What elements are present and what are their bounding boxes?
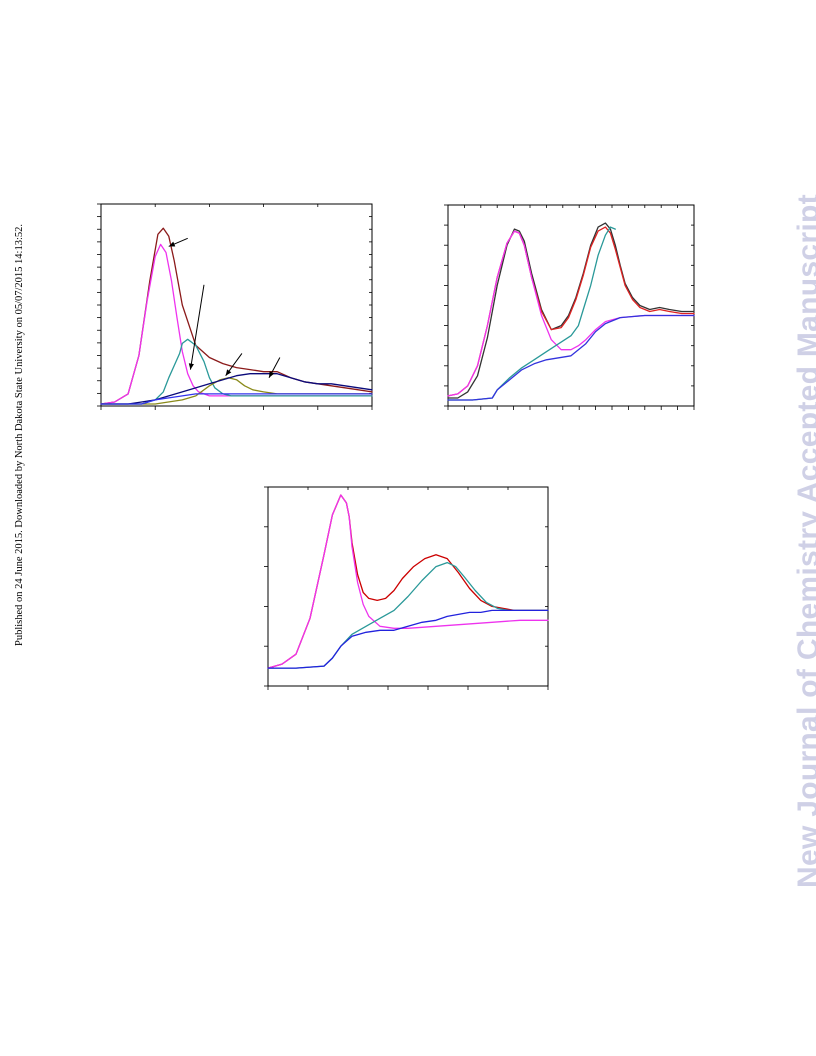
series-line-3 <box>447 230 695 397</box>
series-line-2 <box>447 226 695 397</box>
chart-top-left <box>97 203 373 410</box>
plot-frame <box>267 486 549 687</box>
series-line-5 <box>100 373 373 405</box>
series-line-4 <box>100 377 373 405</box>
download-notice: Published on 24 June 2015. Downloaded by… <box>14 223 25 646</box>
series-line-5 <box>447 314 695 401</box>
series-line-1 <box>100 227 373 405</box>
series-line-6 <box>100 393 373 405</box>
chart-bottom <box>264 486 549 690</box>
journal-watermark: New Journal of Chemistry Accepted Manusc… <box>792 194 816 888</box>
annotation-arrowhead <box>168 241 176 247</box>
annotation-arrow <box>189 284 205 370</box>
annotation-arrowhead <box>188 363 194 370</box>
annotation-arrowhead <box>225 369 232 376</box>
chart-top-right <box>444 204 695 410</box>
series-line-3 <box>100 338 373 405</box>
series-line-2 <box>267 494 549 669</box>
series-line-4 <box>267 609 549 669</box>
annotation-arrowhead <box>269 371 275 378</box>
series-line-1 <box>267 494 549 669</box>
plot-frame <box>447 204 695 407</box>
